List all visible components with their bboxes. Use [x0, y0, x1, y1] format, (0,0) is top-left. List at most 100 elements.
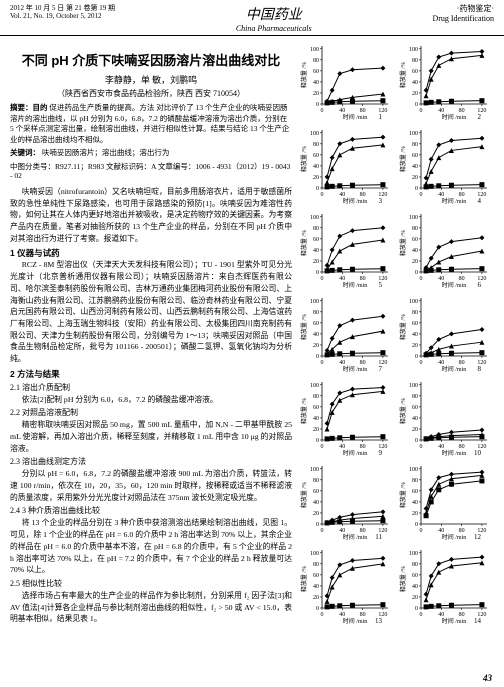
svg-text:40: 40 — [313, 584, 319, 590]
svg-text:20: 20 — [412, 91, 418, 97]
svg-text:60: 60 — [313, 489, 319, 495]
dissolution-chart-6: 02040608010004080120时间 /min释放量 /%6 — [399, 210, 491, 288]
svg-text:20: 20 — [412, 343, 418, 349]
section-cn: ·药物鉴定· — [432, 4, 494, 14]
dissolution-chart-1: 02040608010004080120时间 /min释放量 /%1 — [300, 42, 392, 120]
svg-text:80: 80 — [313, 478, 319, 484]
svg-text:0: 0 — [321, 528, 324, 534]
svg-text:时间 /min: 时间 /min — [442, 533, 467, 540]
svg-text:0: 0 — [321, 360, 324, 366]
para-instruments: RCZ - 8M 型溶出仪（天津天大天发科技有限公司）；TU - 1901 型紫… — [10, 259, 292, 364]
svg-text:80: 80 — [360, 108, 366, 114]
svg-text:100: 100 — [310, 383, 319, 389]
svg-text:时间 /min: 时间 /min — [343, 113, 368, 120]
svg-text:0: 0 — [420, 528, 423, 534]
svg-text:60: 60 — [412, 153, 418, 159]
svg-text:40: 40 — [339, 108, 345, 114]
svg-text:80: 80 — [313, 394, 319, 400]
svg-text:2: 2 — [478, 113, 482, 120]
svg-text:40: 40 — [339, 360, 345, 366]
svg-text:0: 0 — [321, 276, 324, 282]
chart-grid: 02040608010004080120时间 /min释放量 /%1020406… — [300, 42, 494, 624]
svg-text:20: 20 — [313, 175, 319, 181]
svg-text:释放量 /%: 释放量 /% — [300, 230, 308, 256]
svg-text:80: 80 — [313, 226, 319, 232]
svg-text:0: 0 — [415, 186, 418, 192]
svg-text:40: 40 — [313, 332, 319, 338]
section-2-3: 2.3 溶出曲线测定方法 — [10, 456, 292, 468]
svg-text:时间 /min: 时间 /min — [442, 365, 467, 372]
svg-text:释放量 /%: 释放量 /% — [300, 146, 308, 172]
svg-text:0: 0 — [316, 186, 319, 192]
keywords-text: 呋喃妥因肠溶片；溶出曲线；溶出行为 — [42, 148, 170, 157]
svg-text:40: 40 — [412, 500, 418, 506]
svg-text:0: 0 — [415, 606, 418, 612]
journal-en: China Pharmaceuticals — [236, 24, 312, 33]
header-right: ·药物鉴定· Drug Identification — [432, 4, 494, 33]
svg-text:40: 40 — [339, 444, 345, 450]
svg-text:时间 /min: 时间 /min — [343, 449, 368, 456]
svg-text:20: 20 — [313, 427, 319, 433]
svg-text:80: 80 — [360, 276, 366, 282]
svg-text:释放量 /%: 释放量 /% — [300, 314, 308, 340]
svg-text:释放量 /%: 释放量 /% — [399, 314, 407, 340]
section-1: 1 仪器与试药 — [10, 247, 292, 259]
svg-text:100: 100 — [409, 551, 418, 557]
svg-text:释放量 /%: 释放量 /% — [300, 566, 308, 592]
svg-text:80: 80 — [412, 562, 418, 568]
svg-text:12: 12 — [474, 533, 482, 540]
page-header: 2012 年 10 月 5 日 第 21 卷第 19 期 Vol. 21, No… — [0, 0, 504, 36]
svg-text:80: 80 — [412, 478, 418, 484]
svg-text:40: 40 — [313, 500, 319, 506]
svg-text:40: 40 — [438, 108, 444, 114]
authors: 李静静，单 敏，刘鹏鸣 — [10, 73, 292, 86]
svg-text:60: 60 — [313, 321, 319, 327]
svg-text:0: 0 — [420, 108, 423, 114]
svg-text:40: 40 — [313, 80, 319, 86]
svg-text:40: 40 — [339, 276, 345, 282]
header-date: 2012 年 10 月 5 日 第 21 卷第 19 期 — [10, 4, 115, 12]
svg-text:80: 80 — [360, 360, 366, 366]
svg-text:0: 0 — [321, 444, 324, 450]
svg-text:0: 0 — [415, 270, 418, 276]
dissolution-chart-3: 02040608010004080120时间 /min释放量 /%3 — [300, 126, 392, 204]
svg-text:80: 80 — [360, 444, 366, 450]
dissolution-chart-11: 02040608010004080120时间 /min释放量 /%11 — [300, 462, 392, 540]
svg-text:0: 0 — [415, 522, 418, 528]
svg-text:0: 0 — [316, 270, 319, 276]
svg-text:100: 100 — [409, 215, 418, 221]
svg-text:释放量 /%: 释放量 /% — [300, 482, 308, 508]
para-similarity: 选择市场占有率最大的生产企业的样品作为参比制剂，分别采用 f₂ 因子法[3]和 … — [10, 590, 292, 625]
svg-text:20: 20 — [412, 427, 418, 433]
section-2-4: 2.4 3 种介质溶出曲线比较 — [10, 505, 292, 517]
svg-text:40: 40 — [412, 164, 418, 170]
svg-text:80: 80 — [412, 310, 418, 316]
svg-text:4: 4 — [478, 197, 482, 204]
svg-text:60: 60 — [412, 573, 418, 579]
svg-text:40: 40 — [339, 192, 345, 198]
svg-text:100: 100 — [310, 467, 319, 473]
abstract-label: 摘要：目的 — [10, 103, 48, 112]
svg-text:0: 0 — [321, 108, 324, 114]
svg-text:0: 0 — [415, 438, 418, 444]
svg-text:100: 100 — [409, 383, 418, 389]
svg-text:80: 80 — [412, 226, 418, 232]
dissolution-chart-4: 02040608010004080120时间 /min释放量 /%4 — [399, 126, 491, 204]
para-method: 分别以 pH = 6.0，6.8，7.2 的磷酸盐缓冲溶液 900 mL 为溶出… — [10, 468, 292, 503]
svg-text:0: 0 — [420, 360, 423, 366]
svg-text:时间 /min: 时间 /min — [343, 365, 368, 372]
svg-text:40: 40 — [438, 444, 444, 450]
svg-text:20: 20 — [412, 259, 418, 265]
journal-cn: 中国药业 — [236, 4, 312, 24]
svg-text:40: 40 — [313, 164, 319, 170]
keywords: 关键词： 呋喃妥因肠溶片；溶出曲线；溶出行为 — [10, 148, 292, 159]
section-2-5: 2.5 相似性比较 — [10, 578, 292, 590]
svg-text:60: 60 — [313, 153, 319, 159]
svg-text:20: 20 — [313, 511, 319, 517]
svg-text:100: 100 — [310, 299, 319, 305]
svg-text:80: 80 — [459, 360, 465, 366]
svg-text:80: 80 — [412, 142, 418, 148]
dissolution-chart-2: 02040608010004080120时间 /min释放量 /%2 — [399, 42, 491, 120]
svg-text:0: 0 — [316, 438, 319, 444]
svg-text:20: 20 — [412, 595, 418, 601]
